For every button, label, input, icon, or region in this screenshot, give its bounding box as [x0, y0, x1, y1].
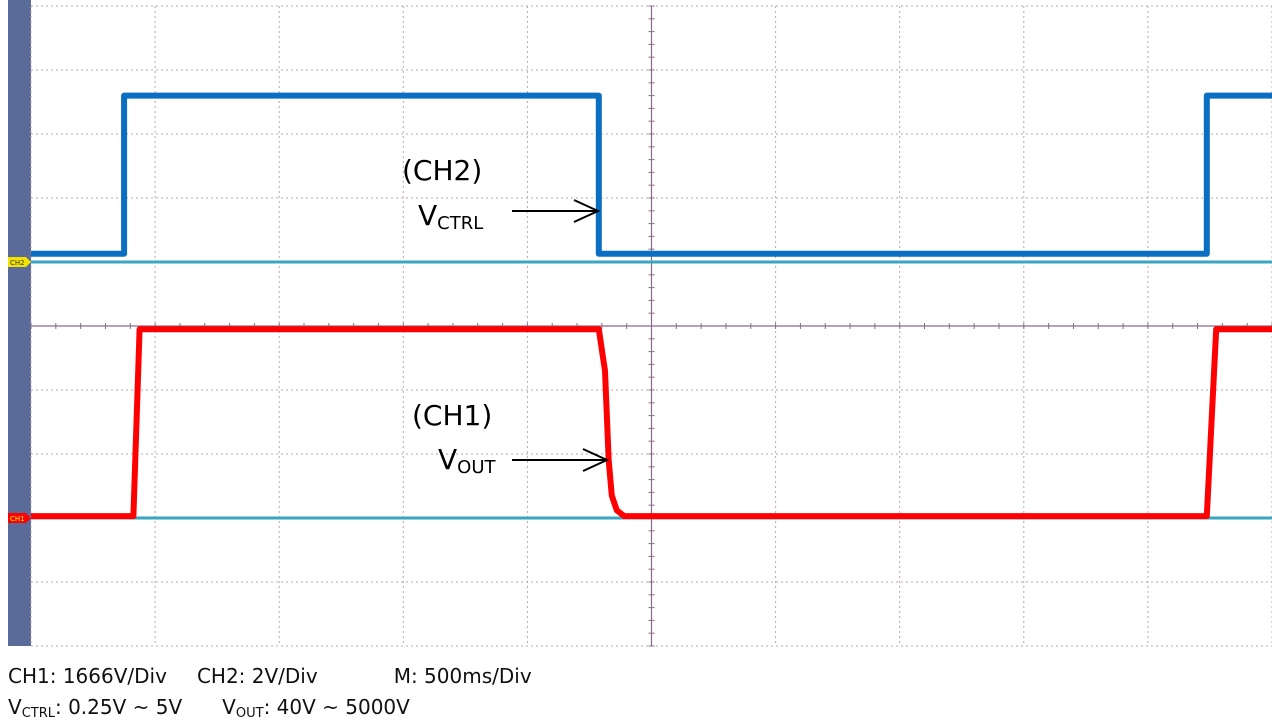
annotations: (CH2) VCTRL (CH1) VOUT	[402, 154, 610, 478]
ch1-scale: CH1: 1666V/Div	[8, 664, 167, 688]
annotation-arrow-head	[582, 448, 610, 472]
left-bezel	[8, 0, 31, 646]
marker-shape	[8, 257, 31, 267]
annotation-channel: (CH1)	[412, 399, 492, 432]
annotation-ch2: (CH2) VCTRL	[402, 154, 601, 234]
waveform-traces	[31, 92, 1272, 520]
time-scale: M: 500ms/Div	[393, 664, 532, 688]
trace-ch2	[31, 92, 1272, 257]
channel-markers: CH2 CH1	[8, 257, 31, 523]
vctrl-range: : 0.25V ~ 5V	[54, 695, 183, 719]
vout-symbol: VOUT	[222, 695, 264, 721]
annotation-channel: (CH2)	[402, 154, 482, 187]
annotation-ch1: (CH1) VOUT	[412, 399, 610, 478]
screen-background	[0, 0, 1272, 646]
vout-range: : 40V ~ 5000V	[263, 695, 410, 719]
annotation-symbol: VCTRL	[418, 199, 483, 234]
vctrl-symbol: VCTRL	[8, 695, 55, 721]
ch2-scale: CH2: 2V/Div	[196, 664, 318, 688]
marker-label: CH2	[10, 259, 25, 267]
marker-ch2: CH2	[8, 257, 31, 267]
marker-label: CH1	[10, 515, 25, 523]
caption-line-2: VCTRL: 0.25V ~ 5V VOUT: 40V ~ 5000V	[8, 695, 410, 721]
caption-line-1: CH1: 1666V/Div CH2: 2V/Div M: 500ms/Div	[8, 664, 532, 688]
marker-ch1: CH1	[8, 513, 31, 523]
annotation-symbol: VOUT	[438, 443, 496, 478]
annotation-arrow-head	[573, 199, 601, 223]
oscilloscope-screen: CH2 CH1 (CH2) VCTRL (CH1) VOUT	[0, 0, 1272, 647]
marker-shape	[8, 513, 31, 523]
trace-ch1	[31, 326, 1272, 520]
